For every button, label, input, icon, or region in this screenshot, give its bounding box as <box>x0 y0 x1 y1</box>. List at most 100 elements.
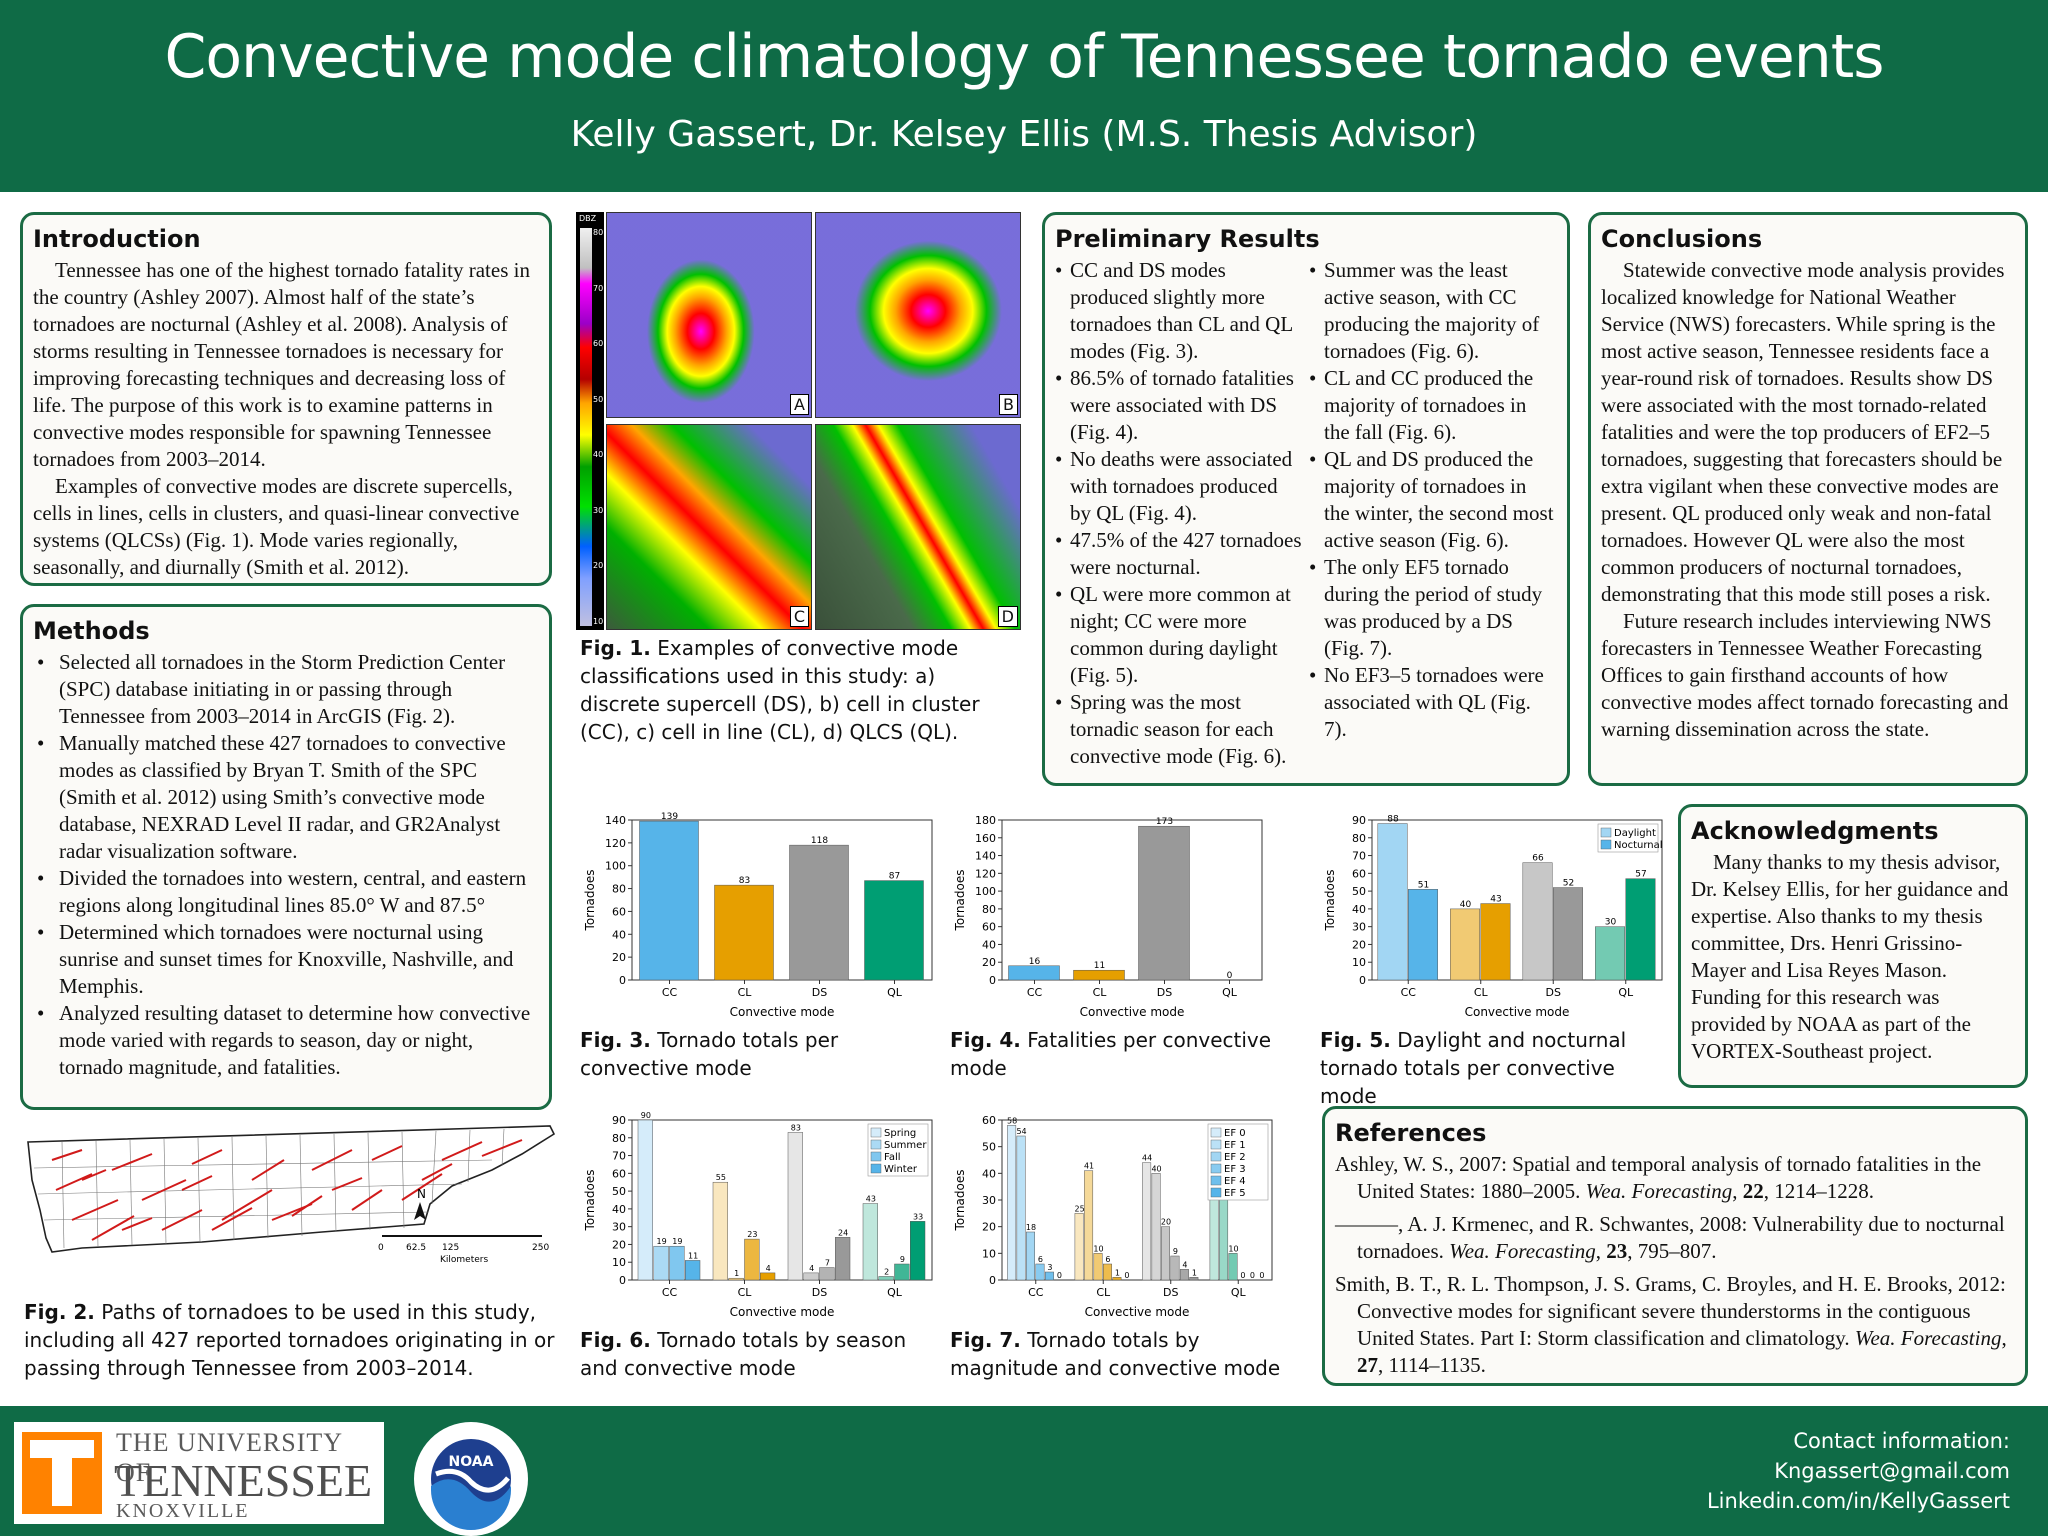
data-label: 58 <box>1007 1116 1017 1125</box>
fig3-caption: Fig. 3. Tornado totals per convective mo… <box>580 1028 839 1080</box>
y-tick-label: 10 <box>982 1247 996 1260</box>
bar <box>1161 1226 1171 1281</box>
y-axis-label: Tornadoes <box>583 870 597 932</box>
data-label: 9 <box>900 1255 905 1264</box>
results-column-2: Summer was the least active season, with… <box>1309 257 1557 770</box>
data-label: 43 <box>866 1195 876 1204</box>
bar <box>1084 1170 1094 1281</box>
data-label: 11 <box>1094 961 1105 971</box>
results-item: No deaths were associated with tornadoes… <box>1055 446 1303 527</box>
ut-logo-line3: KNOXVILLE <box>116 1500 250 1522</box>
data-label: 11 <box>688 1251 698 1260</box>
data-label: 52 <box>1563 879 1574 889</box>
fig7-chart: 0 10 20 30 40 50 60 Tornadoes Convective mode 58 5… <box>950 1110 1280 1320</box>
scale-tick: 125 <box>442 1243 459 1253</box>
x-tick-label: CL <box>1474 986 1489 999</box>
poster-authors: Kelly Gassert, Dr. Kelsey Ellis (M.S. Th… <box>570 114 1478 155</box>
bar <box>1035 1263 1045 1281</box>
bar <box>1408 889 1438 981</box>
data-label: 19 <box>657 1237 667 1246</box>
data-label: 173 <box>1156 817 1173 827</box>
contact-email[interactable]: Kngassert@gmail.com <box>1774 1459 2010 1483</box>
north-label: N <box>417 1187 426 1201</box>
legend-label: EF 4 <box>1224 1176 1246 1187</box>
data-label: 90 <box>641 1111 651 1120</box>
fig5-caption: Fig. 5. Daylight and nocturnal tornado t… <box>1320 1028 1627 1108</box>
legend-label: Daylight <box>1614 828 1656 839</box>
colorbar-tick: 80 <box>593 228 604 237</box>
bar <box>910 1221 926 1281</box>
introduction-heading: Introduction <box>33 225 201 253</box>
bar <box>1093 1253 1103 1281</box>
scale-tick: 62.5 <box>406 1243 426 1253</box>
x-tick-label: CL <box>1096 1286 1111 1299</box>
fig2-caption-text: Paths of tornadoes to be used in this st… <box>24 1300 555 1380</box>
x-tick-label: CC <box>1028 1286 1044 1299</box>
contact-information: Contact information: Kngassert@gmail.com… <box>1707 1426 2010 1516</box>
bar <box>1016 1135 1026 1281</box>
county-lines <box>33 1128 505 1249</box>
bar <box>789 844 849 981</box>
bar <box>1450 908 1481 981</box>
bar <box>894 1263 910 1281</box>
tennessee-outline <box>27 1125 556 1253</box>
university-of-tennessee-logo: THE UNIVERSITY OF TENNESSEE KNOXVILLE <box>14 1422 384 1524</box>
x-tick-label: CC <box>662 1286 678 1299</box>
methods-item: Determined which tornadoes were nocturna… <box>33 919 539 1000</box>
bar <box>1151 1173 1161 1281</box>
poster-footer: THE UNIVERSITY OF TENNESSEE KNOXVILLE NO… <box>0 1406 2048 1536</box>
data-label: 25 <box>1075 1204 1085 1213</box>
legend-label: Nocturnal <box>1614 840 1663 851</box>
y-tick-label: 70 <box>1352 850 1366 863</box>
introduction-paragraph-2: Examples of convective modes are discret… <box>33 474 520 579</box>
data-label: 139 <box>661 812 678 822</box>
data-label: 18 <box>1026 1223 1036 1232</box>
y-tick-label: 40 <box>982 938 996 951</box>
x-tick-label: QL <box>1618 986 1634 999</box>
data-label: 55 <box>716 1173 726 1182</box>
data-label: 3 <box>1047 1263 1052 1272</box>
legend-label: Fall <box>884 1152 901 1163</box>
tennessee-tornado-map: N 0 62.5 125 250 Kilometers <box>27 1125 556 1265</box>
references-panel: References Ashley, W. S., 2007: Spatial … <box>1322 1106 2028 1386</box>
bar <box>1026 1231 1036 1281</box>
x-tick-label: CC <box>1401 986 1417 999</box>
reference-item: ———, A. J. Krmenec, and R. Schwantes, 20… <box>1335 1212 2005 1263</box>
radar-figure: DBZ 80 70 60 50 40 30 20 10 A B C D <box>576 212 1021 632</box>
results-item: CC and DS modes produced slightly more t… <box>1055 257 1303 365</box>
legend-swatch <box>1210 1139 1222 1150</box>
results-item: CL and CC produced the majority of torna… <box>1309 365 1557 446</box>
y-tick-label: 100 <box>975 885 996 898</box>
y-tick-label: 160 <box>975 832 996 845</box>
y-tick-label: 40 <box>612 928 626 941</box>
contact-linkedin[interactable]: Linkedin.com/in/KellyGassert <box>1706 1489 2010 1513</box>
bar <box>1112 1277 1122 1281</box>
results-column-1: CC and DS modes produced slightly more t… <box>1055 257 1303 770</box>
data-label: 24 <box>838 1228 848 1237</box>
bar <box>819 1267 835 1281</box>
bar <box>1170 1255 1180 1281</box>
x-tick-label: QL <box>887 1286 903 1299</box>
x-tick-label: QL <box>1231 1286 1247 1299</box>
results-heading: Preliminary Results <box>1055 225 1320 253</box>
contact-title: Contact information: <box>1793 1429 2010 1453</box>
reference-item: Ashley, W. S., 2007: Spatial and tempora… <box>1335 1152 1982 1203</box>
legend-label: Spring <box>884 1128 916 1139</box>
y-tick-label: 180 <box>975 814 996 827</box>
tornado-tracks <box>51 1139 523 1241</box>
y-tick-label: 80 <box>612 1132 626 1145</box>
dbz-colorbar: DBZ 80 70 60 50 40 30 20 10 <box>576 212 604 630</box>
legend-swatch <box>1600 827 1612 838</box>
x-axis-label: Convective mode <box>1085 1305 1190 1319</box>
methods-item: Manually matched these 427 tornadoes to … <box>33 730 539 865</box>
results-item: Spring was the most tornadic season for … <box>1055 689 1303 770</box>
y-tick-label: 0 <box>989 1274 996 1287</box>
x-tick-label: DS <box>1157 986 1172 999</box>
data-label: 33 <box>913 1212 923 1221</box>
bar <box>1179 1269 1189 1281</box>
bar <box>637 1119 653 1281</box>
bar <box>835 1237 851 1281</box>
scale-unit: Kilometers <box>440 1255 488 1265</box>
legend-swatch <box>1210 1175 1222 1186</box>
data-label: 1 <box>1192 1268 1197 1277</box>
